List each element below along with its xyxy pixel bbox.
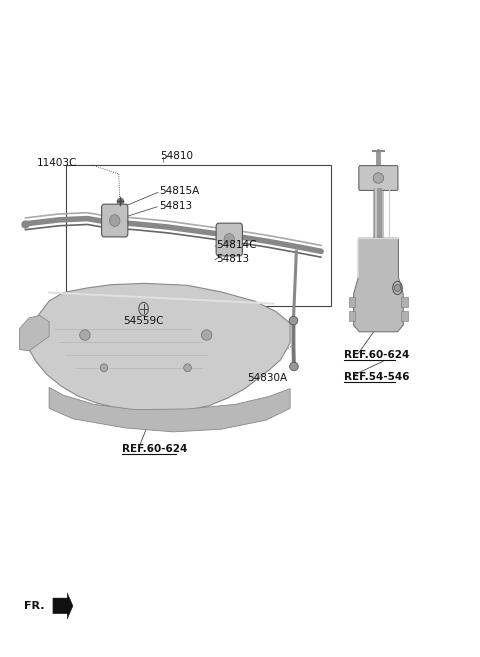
Polygon shape bbox=[20, 315, 49, 351]
Text: 54814C: 54814C bbox=[216, 240, 257, 250]
Ellipse shape bbox=[100, 364, 108, 372]
Ellipse shape bbox=[80, 330, 90, 340]
Text: REF.54-546: REF.54-546 bbox=[344, 372, 409, 382]
Polygon shape bbox=[28, 283, 290, 412]
Text: REF.60-624: REF.60-624 bbox=[344, 350, 409, 359]
Ellipse shape bbox=[224, 234, 235, 246]
Ellipse shape bbox=[184, 364, 192, 372]
Ellipse shape bbox=[289, 317, 298, 325]
Text: 54815A: 54815A bbox=[159, 186, 199, 196]
Ellipse shape bbox=[201, 330, 212, 340]
Text: REF.60-624: REF.60-624 bbox=[121, 444, 187, 454]
Ellipse shape bbox=[373, 173, 384, 183]
Bar bbox=[401, 297, 408, 307]
Polygon shape bbox=[354, 238, 403, 332]
Text: 54813: 54813 bbox=[159, 200, 192, 210]
FancyBboxPatch shape bbox=[216, 223, 242, 256]
Text: 54810: 54810 bbox=[160, 151, 193, 161]
Ellipse shape bbox=[289, 362, 298, 371]
Bar bbox=[349, 297, 356, 307]
Bar bbox=[349, 311, 356, 321]
FancyBboxPatch shape bbox=[359, 166, 398, 191]
Text: 54830A: 54830A bbox=[247, 373, 288, 383]
Ellipse shape bbox=[395, 284, 401, 292]
Polygon shape bbox=[53, 593, 73, 619]
Polygon shape bbox=[49, 388, 290, 432]
Text: 11403C: 11403C bbox=[37, 158, 78, 168]
Bar bbox=[66, 165, 331, 306]
Text: FR.: FR. bbox=[24, 601, 45, 611]
Text: 54559C: 54559C bbox=[123, 315, 164, 326]
Text: 54813: 54813 bbox=[216, 254, 249, 264]
FancyBboxPatch shape bbox=[102, 204, 128, 237]
Ellipse shape bbox=[109, 215, 120, 227]
Bar bbox=[401, 311, 408, 321]
